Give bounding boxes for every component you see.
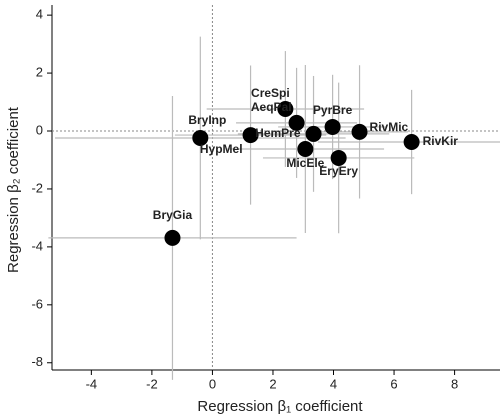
point-label: BryInp [188, 113, 226, 127]
x-tick-label: 0 [209, 376, 216, 391]
point [288, 114, 305, 131]
x-tick-label: -2 [146, 376, 158, 391]
point [330, 149, 347, 166]
y-tick-label: 2 [36, 65, 43, 80]
y-tick-label: 4 [36, 7, 43, 22]
y-axis-title: Regression β₂ coefficient [5, 106, 22, 273]
point [192, 129, 209, 146]
point [242, 127, 259, 144]
point [164, 229, 181, 246]
x-tick-label: 2 [269, 376, 276, 391]
y-tick-label: 0 [36, 122, 43, 137]
x-tick-label: 6 [390, 376, 397, 391]
point-label: CreSpi [251, 86, 290, 100]
point-label: EryEry [319, 164, 358, 178]
point-label: PyrBre [313, 103, 353, 117]
point [351, 123, 368, 140]
point-label: MicEle [286, 156, 324, 170]
y-tick-label: -8 [31, 354, 43, 369]
x-tick-label: -4 [86, 376, 98, 391]
point-label: RivMic [370, 120, 409, 134]
x-tick-label: 8 [451, 376, 458, 391]
point-label: HypMel [200, 142, 243, 156]
point [277, 100, 294, 117]
x-tick-label: 4 [330, 376, 337, 391]
point-label: AeqPal [251, 100, 292, 114]
point-label: BryGia [153, 208, 193, 222]
x-axis-title: Regression β₁ coefficient [197, 398, 363, 415]
y-tick-label: -2 [31, 180, 43, 195]
point [403, 134, 420, 151]
point [297, 140, 314, 157]
point-label: HemPre [255, 126, 301, 140]
y-tick-label: -4 [31, 238, 43, 253]
y-tick-label: -6 [31, 296, 43, 311]
point [305, 125, 322, 142]
point-label: RivKir [423, 134, 459, 148]
point [324, 118, 341, 135]
